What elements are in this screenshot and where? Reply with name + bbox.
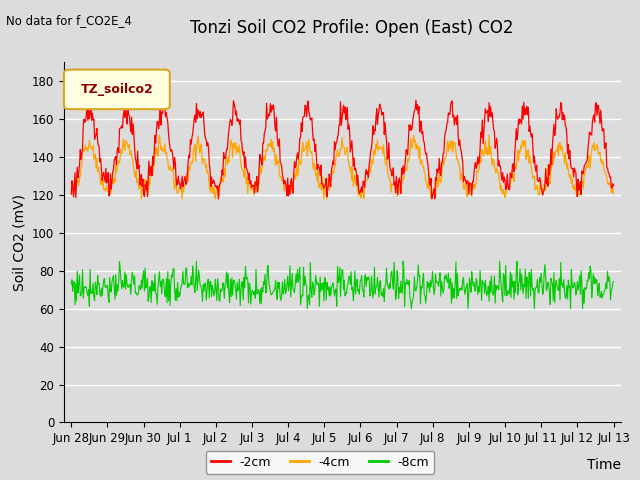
Text: Time: Time	[587, 458, 621, 472]
FancyBboxPatch shape	[64, 70, 170, 109]
Y-axis label: Soil CO2 (mV): Soil CO2 (mV)	[12, 194, 26, 291]
Text: TZ_soilco2: TZ_soilco2	[81, 83, 153, 96]
Text: No data for f_CO2E_4: No data for f_CO2E_4	[6, 14, 132, 27]
Text: Tonzi Soil CO2 Profile: Open (East) CO2: Tonzi Soil CO2 Profile: Open (East) CO2	[190, 19, 514, 37]
Legend: -2cm, -4cm, -8cm: -2cm, -4cm, -8cm	[206, 451, 434, 474]
